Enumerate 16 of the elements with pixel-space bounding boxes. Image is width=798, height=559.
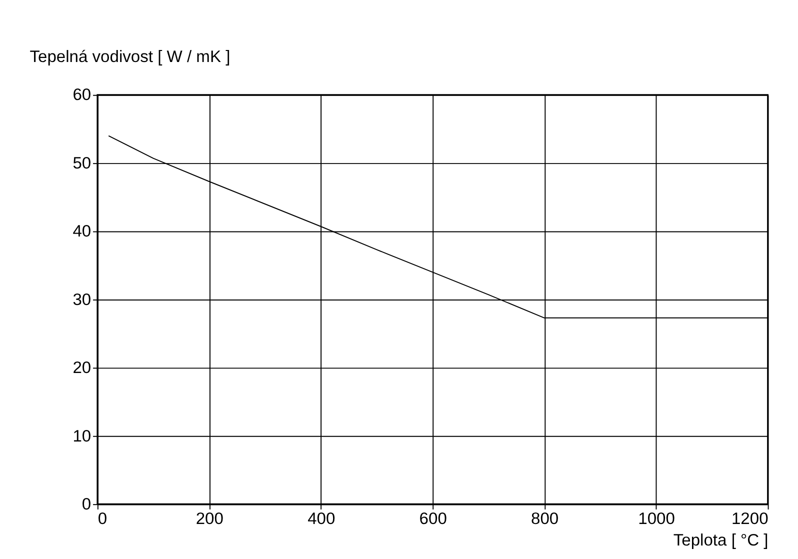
x-tick-label: 400 bbox=[308, 509, 336, 528]
x-tick-label: 600 bbox=[419, 509, 447, 528]
y-tick-label: 50 bbox=[72, 153, 92, 172]
y-axis-title: Tepelná vodivost [ W / mK ] bbox=[30, 47, 230, 66]
x-tick-label: 200 bbox=[196, 509, 224, 528]
y-tick-label: 30 bbox=[72, 290, 92, 309]
x-axis-title: Teplota [ °C ] bbox=[673, 530, 768, 550]
y-tick-label: 20 bbox=[72, 358, 92, 378]
y-tick-label: 10 bbox=[72, 426, 92, 446]
y-tick-label: 60 bbox=[72, 85, 92, 104]
x-tick-label: 1200 bbox=[731, 509, 768, 528]
x-tick-label: 0 bbox=[98, 509, 108, 528]
x-tick-label: 1000 bbox=[638, 509, 675, 528]
y-tick-label: 40 bbox=[72, 222, 92, 241]
y-tick-label: 0 bbox=[82, 494, 92, 514]
x-tick-label: 800 bbox=[531, 509, 559, 528]
